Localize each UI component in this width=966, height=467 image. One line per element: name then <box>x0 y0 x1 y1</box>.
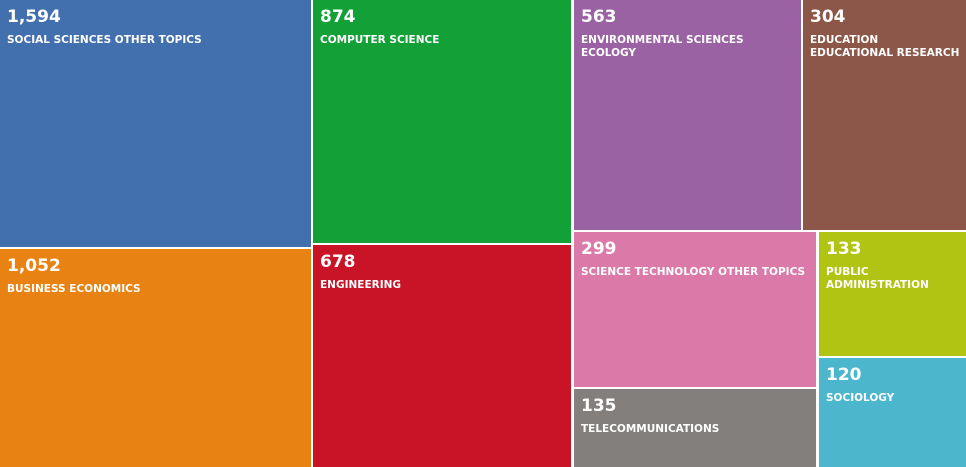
treemap-cell-engineering[interactable]: 678 ENGINEERING <box>313 245 571 467</box>
treemap-cell-label: TELECOMMUNICATIONS <box>581 423 720 435</box>
treemap-cell-sociology[interactable]: 120 SOCIOLOGY <box>819 358 966 467</box>
treemap-cell-environmental-sciences-ecology[interactable]: 563 ENVIRONMENTAL SCIENCES ECOLOGY <box>574 0 801 230</box>
treemap-cell-label: ENVIRONMENTAL SCIENCES ECOLOGY <box>581 34 744 59</box>
treemap-cell-value: 874 <box>320 7 356 27</box>
treemap-cell-value: 1,594 <box>7 7 61 27</box>
treemap-cell-value: 1,052 <box>7 256 61 276</box>
treemap-cell-label: BUSINESS ECONOMICS <box>7 283 141 295</box>
treemap-cell-label: SOCIAL SCIENCES OTHER TOPICS <box>7 34 202 46</box>
treemap-cell-business-economics[interactable]: 1,052 BUSINESS ECONOMICS <box>0 249 311 467</box>
treemap-cell-value: 133 <box>826 239 862 259</box>
treemap-cell-science-technology-other-topics[interactable]: 299 SCIENCE TECHNOLOGY OTHER TOPICS <box>574 232 816 387</box>
treemap-cell-value: 135 <box>581 396 617 416</box>
treemap-cell-label: COMPUTER SCIENCE <box>320 34 440 46</box>
treemap-cell-label: ENGINEERING <box>320 279 402 291</box>
treemap-cell-value: 299 <box>581 239 617 259</box>
treemap-cell-value: 304 <box>810 7 846 27</box>
treemap-cell-computer-science[interactable]: 874 COMPUTER SCIENCE <box>313 0 571 243</box>
treemap-cell-telecommunications[interactable]: 135 TELECOMMUNICATIONS <box>574 389 816 467</box>
treemap-cell-label: PUBLIC ADMINISTRATION <box>826 266 929 291</box>
treemap-cell-social-sciences-other-topics[interactable]: 1,594 SOCIAL SCIENCES OTHER TOPICS <box>0 0 311 247</box>
treemap-cell-label: SCIENCE TECHNOLOGY OTHER TOPICS <box>581 266 806 278</box>
treemap-cell-value: 120 <box>826 365 862 385</box>
treemap-cell-label: SOCIOLOGY <box>826 392 895 404</box>
treemap-cell-value: 563 <box>581 7 617 27</box>
treemap-cell-education-educational-research[interactable]: 304 EDUCATION EDUCATIONAL RESEARCH <box>803 0 966 230</box>
treemap-cell-public-administration[interactable]: 133 PUBLIC ADMINISTRATION <box>819 232 966 356</box>
treemap-cell-value: 678 <box>320 252 356 272</box>
treemap-cell-label: EDUCATION EDUCATIONAL RESEARCH <box>810 34 960 59</box>
